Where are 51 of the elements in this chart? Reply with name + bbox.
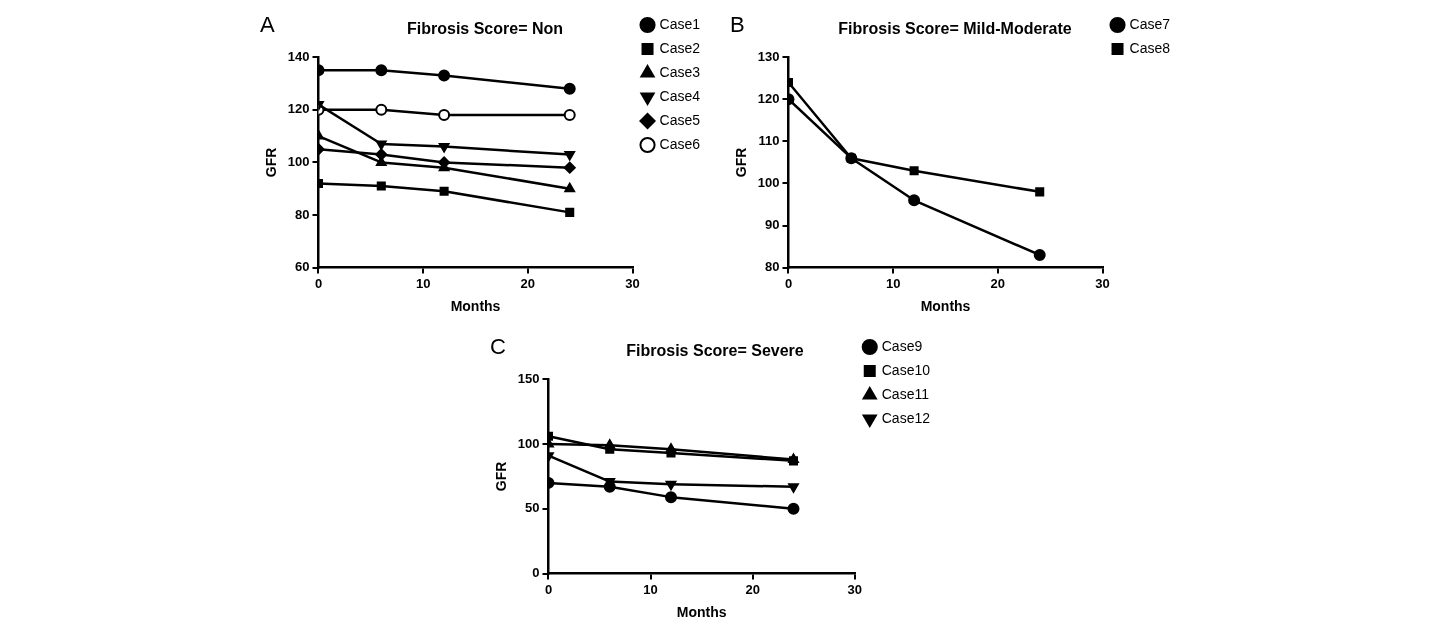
y-tick-label: 80: [765, 259, 780, 275]
y-tick-label: 0: [532, 565, 540, 581]
x-tick-label: 10: [415, 275, 431, 291]
y-tick-label: 90: [765, 217, 780, 233]
y-tick-label: 100: [517, 435, 540, 451]
y-tick-label: 100: [757, 175, 780, 191]
legend-label: Case9: [881, 337, 923, 354]
y-tick-label: 120: [287, 101, 310, 117]
text: C: [490, 334, 506, 360]
y-axis-title: GFR: [733, 147, 750, 178]
x-axis-title: Months: [676, 604, 727, 621]
legend-label: Case4: [659, 87, 701, 104]
y-tick-label: 100: [287, 153, 310, 169]
y-tick-label: 150: [517, 370, 540, 386]
legend-label: Case12: [881, 409, 931, 426]
y-tick-label: 50: [525, 500, 540, 516]
x-tick-label: 30: [625, 275, 640, 291]
legend-label: Case11: [881, 385, 930, 402]
x-tick-label: 0: [314, 275, 323, 291]
x-tick-label: 20: [520, 275, 536, 291]
x-tick-label: 30: [1095, 275, 1110, 291]
y-tick-label: 140: [287, 48, 310, 64]
text: A: [260, 12, 275, 38]
legend-label: Case2: [659, 39, 701, 56]
chart-title: Fibrosis Score= Severe: [626, 342, 804, 360]
x-tick-label: 10: [885, 275, 901, 291]
y-axis-title: GFR: [263, 147, 280, 178]
x-tick-label: 0: [544, 581, 553, 597]
chart-title: Fibrosis Score= Non: [406, 20, 564, 38]
x-tick-label: 30: [847, 581, 862, 597]
legend-label: Case8: [1129, 39, 1171, 56]
y-tick-label: 120: [757, 90, 780, 106]
x-tick-label: 20: [990, 275, 1006, 291]
x-tick-label: 20: [745, 581, 760, 597]
y-tick-label: 110: [758, 132, 780, 148]
legend-label: Case1: [659, 15, 701, 32]
x-axis-title: Months: [920, 298, 971, 315]
y-tick-label: 60: [295, 259, 310, 275]
y-axis-title: GFR: [493, 461, 510, 492]
x-tick-label: 10: [643, 581, 658, 597]
chart-title: Fibrosis Score= Mild-Moderate: [838, 20, 1072, 38]
legend-label: Case10: [881, 361, 931, 378]
y-tick-label: 130: [757, 48, 780, 64]
text: B: [730, 12, 745, 38]
legend-label: Case6: [659, 135, 701, 152]
legend-label: Case3: [659, 63, 701, 80]
legend-label: Case7: [1129, 15, 1171, 32]
legend-label: Case5: [659, 111, 701, 128]
x-tick-label: 0: [784, 275, 793, 291]
x-axis-title: Months: [450, 298, 501, 315]
y-tick-label: 80: [295, 206, 310, 222]
